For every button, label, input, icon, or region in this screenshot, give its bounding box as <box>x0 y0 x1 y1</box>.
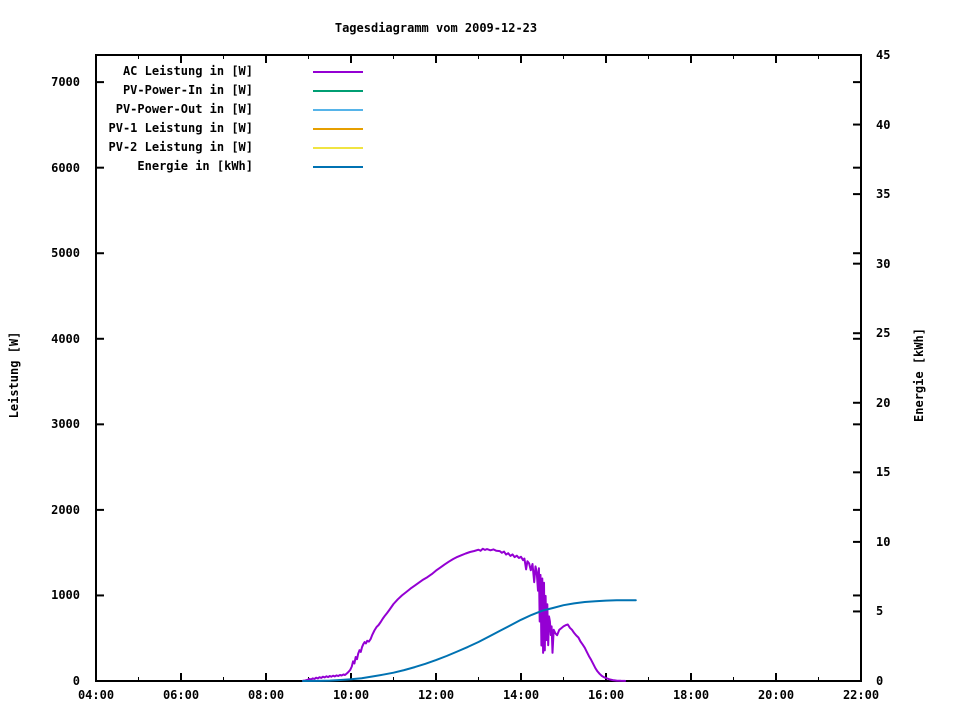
y-right-tick-label: 30 <box>876 256 891 271</box>
x-tick-label: 04:00 <box>77 688 115 702</box>
y-left-tick-label: 5000 <box>51 246 80 261</box>
x-tick-label: 18:00 <box>672 688 710 702</box>
y-right-tick-label: 15 <box>876 465 891 480</box>
legend-item: PV-1 Leistung in [W] <box>0 119 380 138</box>
energie-in-kwh-curve <box>302 599 637 682</box>
y-left-tick-label: 0 <box>72 674 80 688</box>
x-tick-label: 12:00 <box>417 688 455 702</box>
legend-item-label: AC Leistung in [W] <box>122 64 253 78</box>
y-left-tick-label: 1000 <box>51 588 80 603</box>
legend-item-label: PV-Power-Out in [W] <box>115 102 253 116</box>
y-right-tick-label: 20 <box>876 395 891 410</box>
legend-item: PV-Power-Out in [W] <box>0 100 380 119</box>
legend-line-sample <box>313 109 363 111</box>
x-tick-label: 22:00 <box>842 688 880 702</box>
y-left-tick-label: 2000 <box>51 502 80 517</box>
y-left-tick-label: 4000 <box>51 331 80 346</box>
chart-title: Tagesdiagramm vom 2009-12-23 <box>334 21 538 35</box>
y-axis-label-left: Leistung [W] <box>7 331 21 419</box>
y-left-tick-label: 7000 <box>51 75 80 90</box>
legend-line-sample <box>313 166 363 168</box>
legend-item: Energie in [kWh] <box>0 157 380 176</box>
legend-item-label: PV-1 Leistung in [W] <box>108 121 254 135</box>
x-tick-label: 08:00 <box>247 688 285 702</box>
x-tick-label: 14:00 <box>502 688 540 702</box>
y-right-tick-label: 45 <box>876 48 891 62</box>
x-tick-label: 06:00 <box>162 688 200 702</box>
ac-leistung-in-w-curve <box>302 547 627 682</box>
legend-item: AC Leistung in [W] <box>0 62 380 81</box>
legend-item: PV-Power-In in [W] <box>0 81 380 100</box>
y-right-tick-label: 25 <box>876 326 891 341</box>
x-tick-label: 10:00 <box>332 688 370 702</box>
x-tick-label: 16:00 <box>587 688 625 702</box>
legend-item-label: Energie in [kWh] <box>137 159 253 173</box>
legend-item-label: PV-2 Leistung in [W] <box>108 140 254 154</box>
y-left-tick-label: 6000 <box>51 160 80 175</box>
legend-line-sample <box>313 71 363 73</box>
y-right-tick-label: 0 <box>876 674 884 688</box>
y-right-tick-label: 5 <box>876 604 884 619</box>
legend-line-sample <box>313 128 363 130</box>
y-axis-label-right: Energie [kWh] <box>912 328 926 422</box>
y-right-tick-label: 10 <box>876 534 891 549</box>
legend-item-label: PV-Power-In in [W] <box>122 83 253 97</box>
y-left-tick-label: 3000 <box>51 417 80 432</box>
legend-item: PV-2 Leistung in [W] <box>0 138 380 157</box>
y-right-tick-label: 35 <box>876 187 891 202</box>
y-right-tick-label: 40 <box>876 117 891 132</box>
x-tick-label: 20:00 <box>757 688 795 702</box>
legend-line-sample <box>313 90 363 92</box>
legend-line-sample <box>313 147 363 149</box>
